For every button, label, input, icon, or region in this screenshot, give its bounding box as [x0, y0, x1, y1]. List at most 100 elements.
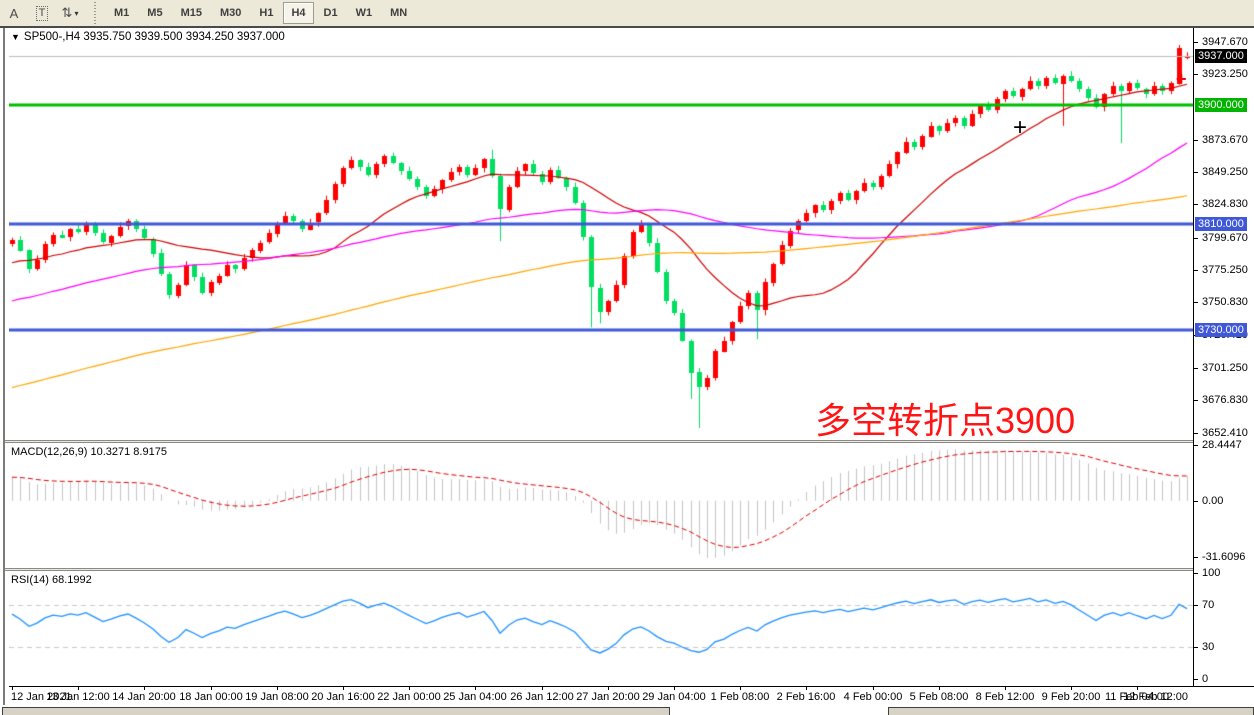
price-badge: 3810.000: [1195, 217, 1247, 231]
chevron-down-icon: ▾: [74, 8, 79, 18]
time-axis-tick: [144, 687, 145, 690]
price-axis-label: 3676.830: [1202, 394, 1248, 406]
time-axis-label: 22 Jan 00:00: [377, 691, 441, 703]
time-axis-label: 11 Feb 04:00: [1104, 691, 1170, 703]
price-axis-tick: [1194, 368, 1198, 369]
time-axis-tick: [1005, 687, 1006, 690]
time-axis-label: 29 Jan 04:00: [642, 691, 706, 703]
rsi-axis-label: 100: [1202, 567, 1221, 579]
time-axis-label: 27 Jan 20:00: [576, 691, 640, 703]
symbol-ohlc-text: SP500-,H4 3935.750 3939.500 3934.250 393…: [23, 31, 285, 43]
time-axis-tick: [1071, 687, 1072, 690]
toolbar: A T ⇅ ▾ M1 M5 M15 M30 H1 H4 D1 W1 MN: [0, 0, 1254, 28]
tf-button-D1[interactable]: D1: [323, 7, 338, 19]
symbol-dropdown-icon[interactable]: ▼: [11, 32, 20, 42]
time-axis-tick: [211, 687, 212, 690]
price-axis-tick: [1194, 400, 1198, 401]
crosshair-marker: +: [1013, 114, 1028, 141]
rsi-indicator-label: RSI(14) 68.1992: [11, 574, 92, 586]
time-axis-label: 9 Feb 20:00: [1041, 691, 1101, 703]
timeframe-group: M1 M5 M15 M30 H1 H4 D1 W1 MN: [105, 2, 416, 24]
price-axis-tick: [1194, 573, 1198, 574]
time-axis-label: 13 Jan 12:00: [46, 691, 110, 703]
price-axis-label: 3750.830: [1202, 296, 1248, 308]
time-axis-tick: [939, 687, 940, 690]
chart-window: + + 多空转折点3900 ▼ SP500-,H4 3935.750 3939.5…: [3, 28, 1254, 705]
time-axis-tick: [277, 687, 278, 690]
tf-button-W1[interactable]: W1: [355, 7, 373, 19]
price-axis-label: 3873.670: [1202, 134, 1248, 146]
price-axis-tick: [1194, 302, 1198, 303]
tf-button-MN[interactable]: MN: [390, 7, 408, 19]
tf-button-M15[interactable]: M15: [180, 7, 202, 19]
price-axis-label: 3799.670: [1202, 232, 1248, 244]
label-tool-button[interactable]: T: [30, 2, 54, 24]
time-axis-label: 1 Feb 08:00: [710, 691, 770, 703]
text-tool-button[interactable]: A: [2, 2, 26, 24]
tf-button-H1[interactable]: H1: [259, 7, 274, 19]
price-axis-tick: [1194, 679, 1198, 680]
panel-splitter-macd[interactable]: [5, 440, 1252, 443]
time-axis-tick: [608, 687, 609, 690]
price-marker-icon: +: [1176, 69, 1187, 89]
main-chart-canvas[interactable]: [9, 28, 1193, 440]
price-axis-label: 3849.250: [1202, 166, 1248, 178]
price-axis-tick: [1194, 501, 1198, 502]
price-axis-tick: [1194, 204, 1198, 205]
time-axis-tick: [12, 687, 13, 690]
tf-button-M1[interactable]: M1: [114, 7, 130, 19]
macd-axis-label: -31.6096: [1202, 551, 1246, 563]
price-axis-tick: [1194, 445, 1198, 446]
time-axis-tick: [873, 687, 874, 690]
price-axis[interactable]: 3947.670 3923.250 3873.670 3849.250 3824.830…: [1193, 28, 1254, 686]
price-axis-tick: [1194, 557, 1198, 558]
price-axis-label: 3701.250: [1202, 362, 1248, 374]
toolbar-grip[interactable]: [92, 2, 99, 24]
chart-plot-area: + + 多空转折点3900: [9, 28, 1193, 705]
macd-canvas[interactable]: [9, 443, 1193, 568]
time-axis-label: 19 Jan 08:00: [245, 691, 309, 703]
time-axis-label: 14 Jan 20:00: [112, 691, 176, 703]
time-axis-tick: [409, 687, 410, 690]
price-axis-tick: [1194, 172, 1198, 173]
price-badge: 3937.000: [1195, 49, 1247, 63]
price-axis-label: 3824.830: [1202, 198, 1248, 210]
time-axis-tick: [343, 687, 344, 690]
macd-axis-label: 0.00: [1202, 495, 1224, 507]
docked-panel-edge-left: [2, 707, 670, 715]
time-axis-tick: [806, 687, 807, 690]
price-axis-tick: [1194, 647, 1198, 648]
time-axis-label: 12 Feb 12:00: [1123, 691, 1188, 703]
time-axis-tick: [78, 687, 79, 690]
time-axis-tick: [740, 687, 741, 690]
time-axis-label: 2 Feb 16:00: [776, 691, 836, 703]
symbol-header: ▼ SP500-,H4 3935.750 3939.500 3934.250 39…: [11, 31, 285, 43]
time-axis-label: 4 Feb 00:00: [843, 691, 903, 703]
rsi-axis-label: 30: [1202, 641, 1215, 653]
time-axis-label: 20 Jan 16:00: [311, 691, 375, 703]
bottom-strip: [0, 705, 1254, 715]
price-axis-tick: [1194, 605, 1198, 606]
price-axis-label: 3923.250: [1202, 68, 1248, 80]
price-axis-tick: [1194, 433, 1198, 434]
tf-button-M30[interactable]: M30: [219, 7, 242, 19]
rsi-canvas[interactable]: [9, 571, 1193, 686]
price-axis-tick: [1194, 74, 1198, 75]
label-tool-icon: T: [35, 5, 49, 21]
macd-indicator-label: MACD(12,26,9) 10.3271 8.9175: [11, 446, 167, 458]
time-axis-tick: [542, 687, 543, 690]
time-axis-tick: [475, 687, 476, 690]
text-tool-icon: A: [9, 5, 19, 21]
time-axis-tick: [674, 687, 675, 690]
panel-splitter-rsi[interactable]: [5, 568, 1252, 571]
time-axis[interactable]: 12 Jan 2021 13 Jan 12:00 14 Jan 20:00 18 Ja…: [9, 686, 1254, 705]
tf-button-M5[interactable]: M5: [147, 7, 163, 19]
docked-panel-edge-right: [888, 707, 1254, 715]
time-axis-label: 18 Jan 00:00: [179, 691, 243, 703]
tf-button-H4[interactable]: H4: [283, 2, 314, 24]
annotation-text[interactable]: 多空转折点3900: [815, 400, 1076, 441]
price-axis-label: 3947.670: [1202, 36, 1248, 48]
arrange-tool-button[interactable]: ⇅ ▾: [58, 2, 82, 24]
price-axis-tick: [1194, 270, 1198, 271]
